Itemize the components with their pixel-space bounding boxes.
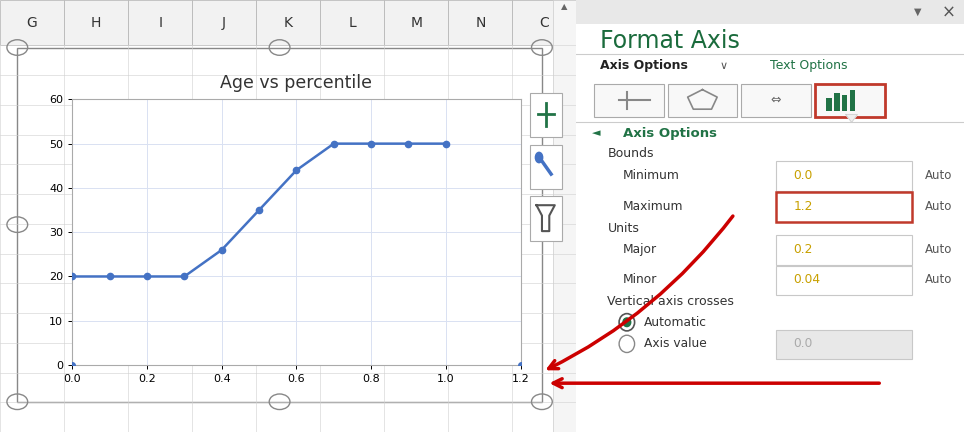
- FancyBboxPatch shape: [849, 90, 855, 111]
- Text: 0.0: 0.0: [793, 169, 813, 182]
- Text: Auto: Auto: [925, 243, 952, 256]
- FancyBboxPatch shape: [834, 93, 840, 111]
- FancyBboxPatch shape: [128, 0, 192, 45]
- FancyBboxPatch shape: [776, 192, 912, 222]
- Text: 0.2: 0.2: [793, 243, 813, 256]
- FancyBboxPatch shape: [448, 0, 513, 45]
- Text: Text Options: Text Options: [770, 59, 847, 72]
- Text: Major: Major: [623, 243, 657, 256]
- FancyBboxPatch shape: [192, 0, 256, 45]
- FancyBboxPatch shape: [815, 84, 885, 117]
- Text: N: N: [475, 16, 486, 30]
- Text: I: I: [158, 16, 162, 30]
- Text: Minor: Minor: [623, 273, 657, 286]
- FancyBboxPatch shape: [667, 84, 737, 117]
- Text: Axis Options: Axis Options: [600, 59, 687, 72]
- FancyBboxPatch shape: [826, 98, 832, 111]
- Text: Units: Units: [607, 222, 639, 235]
- FancyBboxPatch shape: [776, 235, 912, 265]
- FancyBboxPatch shape: [741, 84, 811, 117]
- Text: 0.0: 0.0: [793, 337, 813, 350]
- Text: Minimum: Minimum: [623, 169, 680, 182]
- FancyBboxPatch shape: [594, 84, 663, 117]
- FancyBboxPatch shape: [256, 0, 320, 45]
- Circle shape: [623, 318, 630, 327]
- Text: ×: ×: [942, 3, 955, 21]
- FancyBboxPatch shape: [776, 266, 912, 295]
- Title: Age vs percentile: Age vs percentile: [221, 74, 372, 92]
- Circle shape: [535, 152, 543, 163]
- FancyBboxPatch shape: [842, 95, 847, 111]
- Text: Auto: Auto: [925, 200, 952, 213]
- Text: ▲: ▲: [560, 2, 567, 11]
- FancyBboxPatch shape: [64, 0, 128, 45]
- Text: M: M: [411, 16, 422, 30]
- Text: 1.2: 1.2: [793, 200, 813, 213]
- Text: G: G: [27, 16, 38, 30]
- FancyArrowPatch shape: [549, 216, 733, 368]
- Text: Axis value: Axis value: [644, 337, 707, 350]
- Text: 0.04: 0.04: [793, 273, 820, 286]
- Text: Automatic: Automatic: [644, 316, 708, 329]
- FancyBboxPatch shape: [776, 161, 912, 191]
- Text: ∨: ∨: [720, 60, 728, 71]
- FancyArrowPatch shape: [553, 379, 879, 388]
- Text: Maximum: Maximum: [623, 200, 683, 213]
- Text: L: L: [348, 16, 356, 30]
- Text: Auto: Auto: [925, 273, 952, 286]
- Text: ⇔: ⇔: [771, 94, 781, 107]
- Text: Vertical axis crosses: Vertical axis crosses: [607, 295, 735, 308]
- Text: Axis Options: Axis Options: [623, 127, 717, 140]
- Polygon shape: [845, 114, 857, 122]
- FancyBboxPatch shape: [385, 0, 448, 45]
- FancyBboxPatch shape: [576, 0, 964, 24]
- Text: ◄: ◄: [592, 128, 601, 138]
- Text: Bounds: Bounds: [607, 147, 654, 160]
- FancyBboxPatch shape: [529, 197, 562, 241]
- Text: ▼: ▼: [914, 7, 922, 17]
- FancyBboxPatch shape: [553, 0, 576, 432]
- FancyBboxPatch shape: [776, 330, 912, 359]
- Text: J: J: [222, 16, 227, 30]
- Text: Auto: Auto: [925, 169, 952, 182]
- FancyBboxPatch shape: [320, 0, 385, 45]
- FancyBboxPatch shape: [529, 145, 562, 189]
- Text: K: K: [283, 16, 293, 30]
- FancyBboxPatch shape: [0, 0, 64, 45]
- FancyBboxPatch shape: [529, 93, 562, 137]
- Text: H: H: [91, 16, 101, 30]
- FancyBboxPatch shape: [513, 0, 576, 45]
- Text: C: C: [540, 16, 549, 30]
- Text: Format Axis: Format Axis: [600, 29, 739, 53]
